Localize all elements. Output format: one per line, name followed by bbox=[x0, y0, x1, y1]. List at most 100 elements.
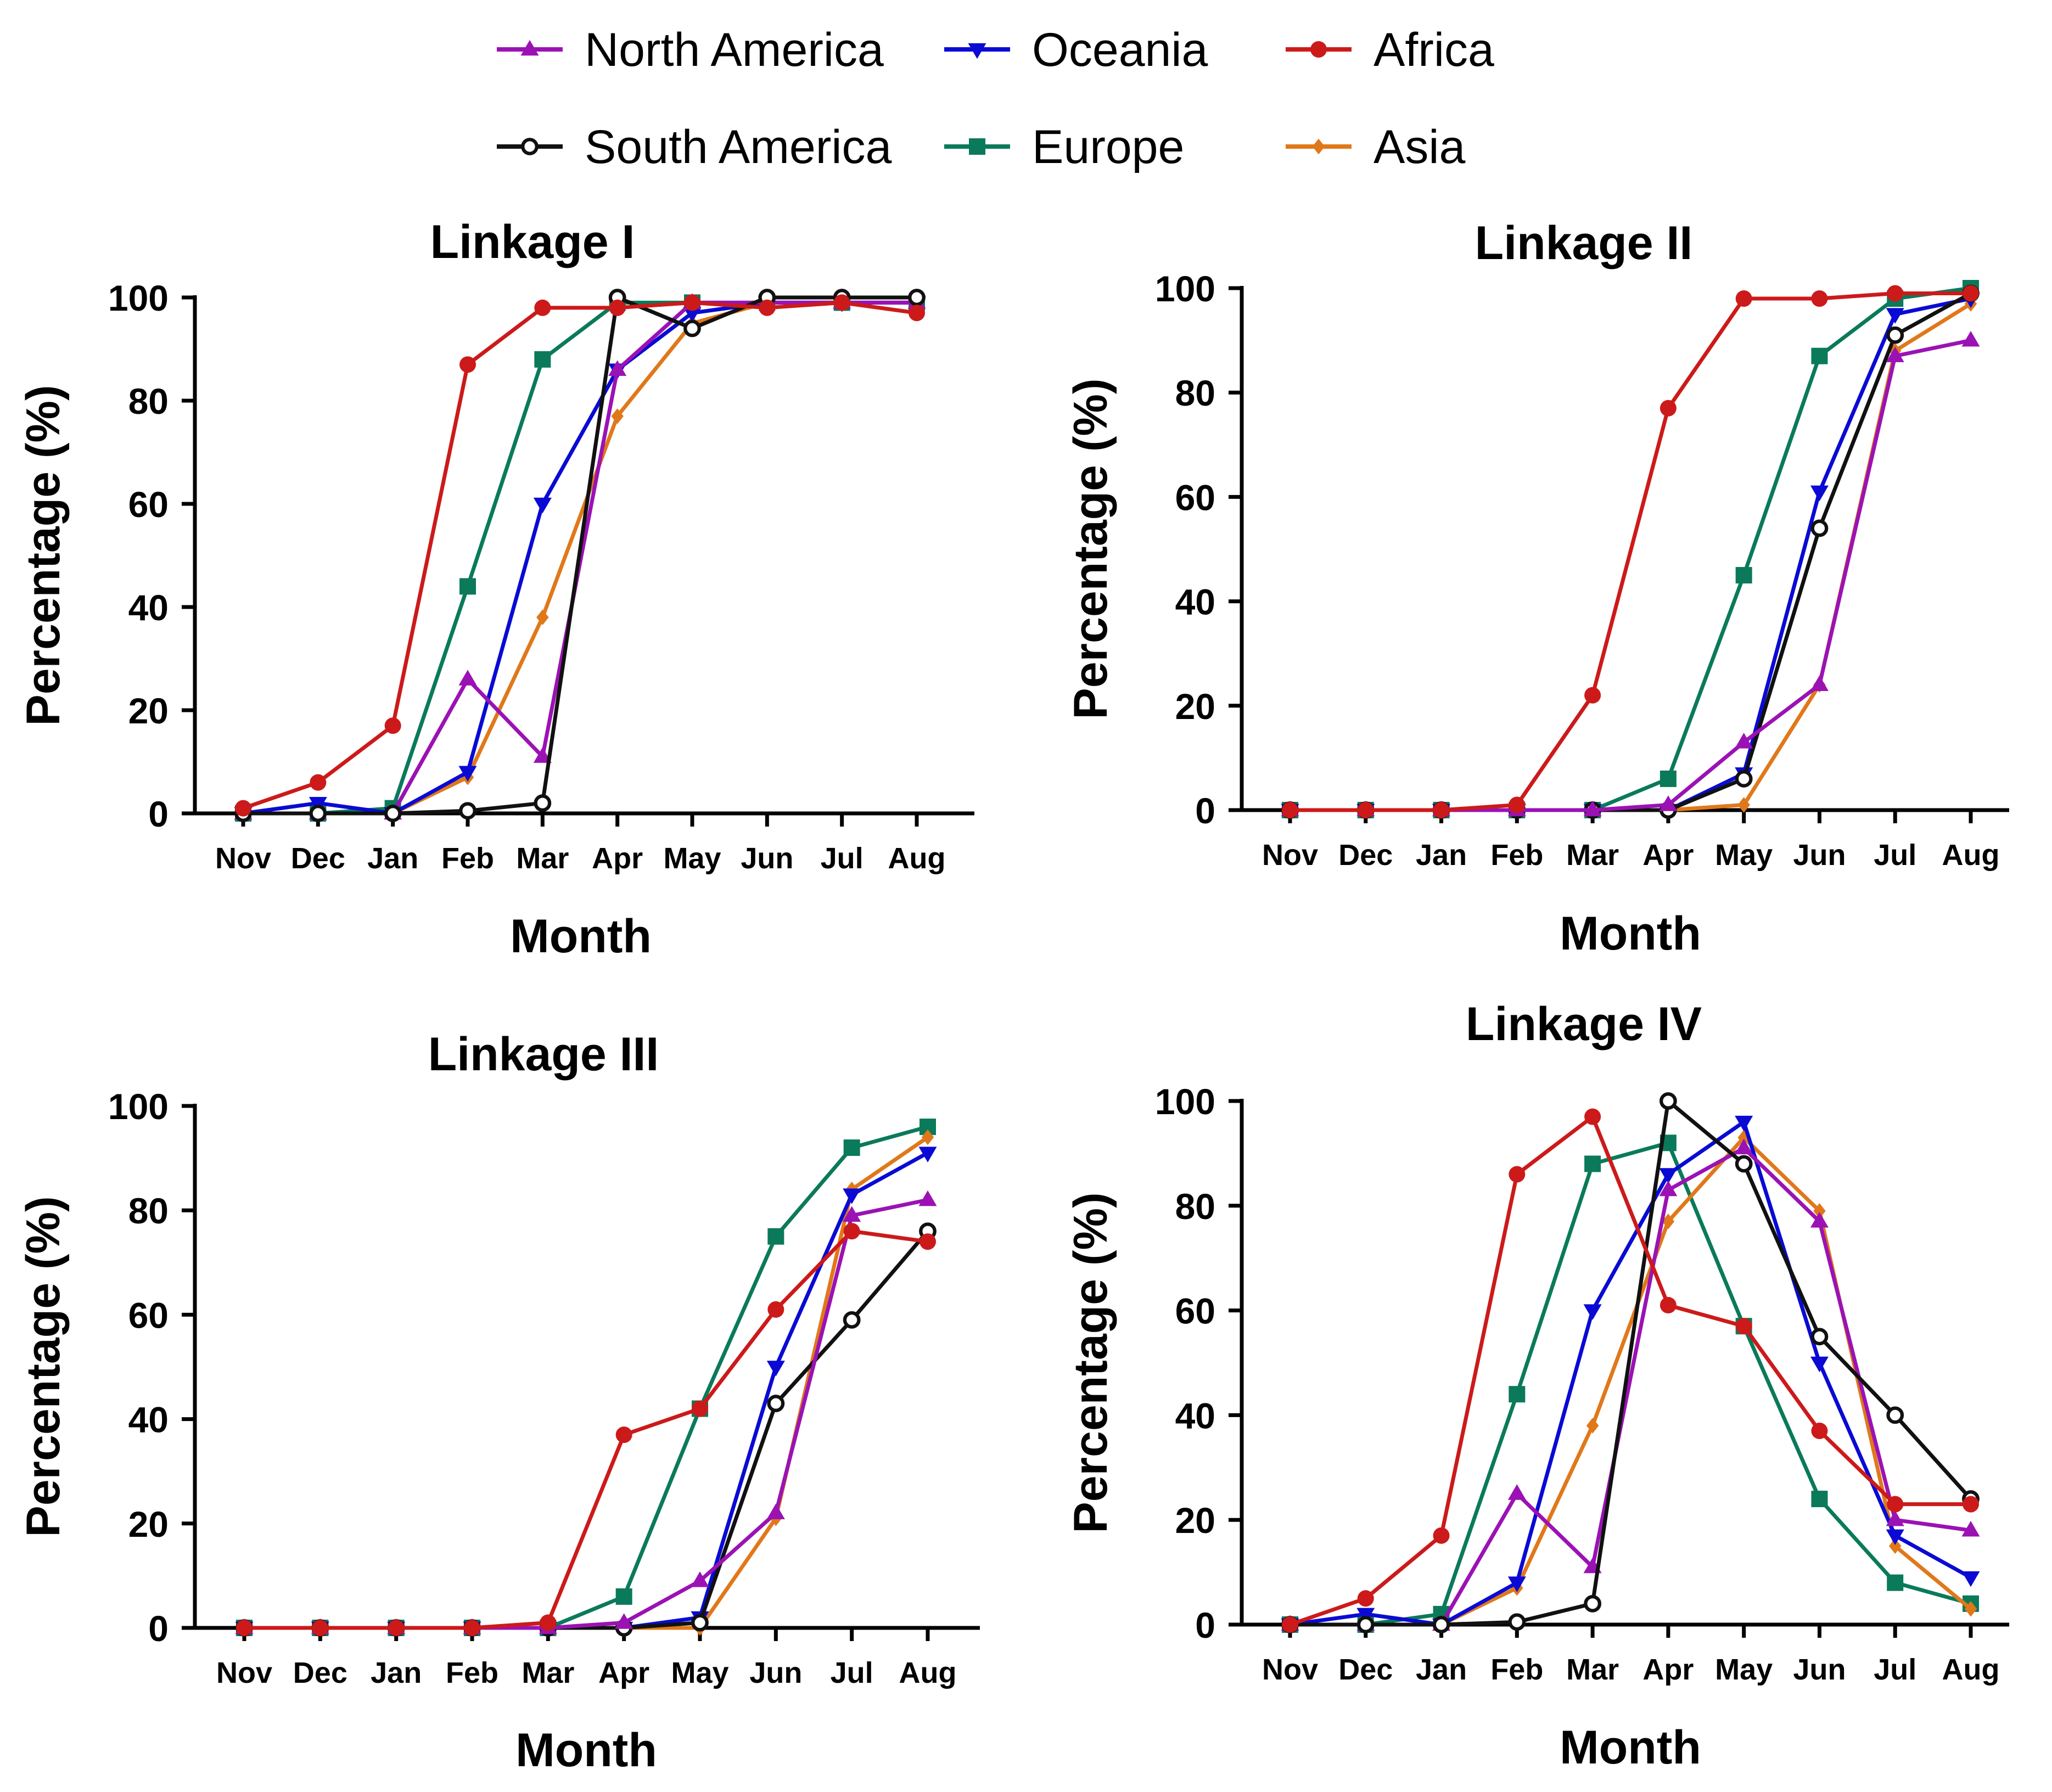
x-tick-label: Nov bbox=[215, 842, 271, 875]
x-tick-label: Jul bbox=[1874, 839, 1916, 872]
marker-south-america bbox=[767, 1395, 785, 1412]
marker-south-america bbox=[459, 802, 476, 820]
marker-south-america bbox=[1356, 1616, 1375, 1633]
marker-europe bbox=[615, 1588, 632, 1605]
marker-africa bbox=[692, 1400, 708, 1417]
marker-north-america bbox=[533, 747, 552, 763]
marker-north-america bbox=[691, 1571, 709, 1587]
y-tick-label: 40 bbox=[1175, 1395, 1215, 1436]
marker-south-america bbox=[1432, 1616, 1450, 1633]
y-axis-label: Percentage (%) bbox=[1064, 1192, 1117, 1533]
marker-north-america bbox=[1961, 1521, 1980, 1537]
marker-africa bbox=[1584, 687, 1601, 704]
marker-africa bbox=[767, 1301, 784, 1318]
marker-africa bbox=[540, 1614, 557, 1631]
marker-asia bbox=[1662, 1214, 1675, 1229]
marker-africa bbox=[1433, 1527, 1450, 1544]
y-tick-label: 40 bbox=[128, 1400, 169, 1440]
y-tick-label: 0 bbox=[1195, 1605, 1215, 1645]
marker-africa bbox=[1963, 1496, 1979, 1513]
series-line-africa bbox=[242, 300, 917, 810]
x-tick-label: Apr bbox=[1642, 1653, 1694, 1686]
marker-oceania bbox=[1507, 1576, 1526, 1592]
x-axis-label: Month bbox=[1560, 907, 1701, 960]
panel-linkage-iii: Linkage III 0 20 40 60 80 100 Nov Dec Jan Feb Mar Ap… bbox=[17, 1028, 980, 1777]
marker-north-america bbox=[1961, 330, 1980, 347]
panel-linkage-iv: Linkage IV 0 20 40 60 80 100 Nov Dec Jan Feb Mar Apr… bbox=[1064, 998, 2009, 1774]
marker-legend-oceania bbox=[968, 43, 986, 59]
y-tick-label: 80 bbox=[1175, 1186, 1215, 1227]
marker-europe bbox=[1735, 567, 1752, 584]
marker-africa bbox=[1433, 802, 1450, 818]
x-tick-label: Feb bbox=[441, 842, 494, 875]
series-africa bbox=[1282, 285, 1979, 818]
marker-europe bbox=[1584, 1155, 1601, 1172]
series-asia bbox=[238, 1129, 934, 1636]
marker-legend-north-america bbox=[520, 40, 539, 56]
marker-africa bbox=[1282, 1616, 1298, 1633]
marker-africa bbox=[534, 299, 551, 316]
marker-south-america bbox=[1810, 519, 1829, 537]
marker-south-america bbox=[1508, 1613, 1526, 1631]
marker-south-america bbox=[1886, 326, 1904, 344]
marker-north-america bbox=[1735, 1138, 1753, 1155]
series-line-africa bbox=[1289, 1115, 1971, 1627]
marker-africa bbox=[1282, 802, 1298, 818]
x-tick-label: Jul bbox=[821, 842, 864, 875]
panel-title: Linkage IV bbox=[1466, 998, 1702, 1051]
y-tick-label: 0 bbox=[1195, 790, 1215, 831]
marker-africa bbox=[310, 774, 327, 791]
series-line-oceania bbox=[1289, 1120, 1972, 1627]
marker-north-america bbox=[458, 670, 477, 686]
legend-label-north-america: North America bbox=[585, 24, 884, 76]
series-line-oceania bbox=[244, 1151, 929, 1630]
y-tick-label: 0 bbox=[148, 794, 169, 834]
marker-oceania bbox=[1961, 1571, 1980, 1587]
x-tick-label: Aug bbox=[1942, 1653, 2000, 1686]
marker-north-america bbox=[1886, 346, 1904, 362]
y-tick-label: 40 bbox=[128, 587, 169, 628]
x-tick-label: Jul bbox=[1874, 1653, 1916, 1686]
marker-africa bbox=[684, 294, 700, 311]
marker-north-america bbox=[608, 360, 627, 376]
series-line-africa bbox=[1290, 291, 1971, 812]
marker-africa bbox=[909, 305, 925, 322]
series-line-south-america bbox=[1290, 1099, 1972, 1627]
y-tick-label: 80 bbox=[1175, 373, 1215, 413]
y-tick-label: 100 bbox=[1155, 268, 1215, 309]
marker-legend-asia bbox=[1312, 138, 1325, 155]
legend-item-europe: Europe bbox=[944, 121, 1184, 173]
marker-africa bbox=[759, 299, 776, 316]
y-axis-label: Percentage (%) bbox=[1064, 378, 1117, 719]
x-axis-label: Month bbox=[510, 910, 652, 963]
marker-oceania bbox=[533, 497, 552, 514]
marker-africa bbox=[609, 299, 626, 316]
x-tick-label: Mar bbox=[522, 1656, 574, 1689]
marker-oceania bbox=[1886, 308, 1904, 324]
x-tick-label: Mar bbox=[1566, 1653, 1619, 1686]
y-tick-label: 60 bbox=[128, 484, 169, 525]
panel-linkage-ii: Linkage II 0 20 40 60 80 100 Nov Dec Jan Feb Mar Apr… bbox=[1064, 217, 2009, 960]
x-tick-label: Jul bbox=[831, 1656, 873, 1689]
marker-north-america bbox=[1659, 795, 1678, 811]
marker-europe bbox=[459, 578, 476, 595]
marker-africa bbox=[1509, 796, 1526, 813]
x-tick-label: Apr bbox=[598, 1656, 649, 1689]
marker-africa bbox=[236, 1620, 253, 1636]
marker-africa bbox=[1963, 285, 1979, 302]
legend-item-asia: Asia bbox=[1286, 121, 1465, 173]
marker-asia bbox=[1964, 1601, 1977, 1617]
marker-asia bbox=[921, 1129, 934, 1145]
marker-africa bbox=[1357, 1590, 1374, 1607]
marker-oceania bbox=[1810, 1356, 1829, 1373]
x-tick-label: Dec bbox=[1338, 839, 1393, 872]
marker-oceania bbox=[1583, 1304, 1602, 1320]
marker-south-america bbox=[1584, 1594, 1602, 1613]
marker-africa bbox=[1659, 400, 1677, 417]
marker-africa bbox=[1811, 290, 1828, 307]
series-north-america bbox=[235, 1190, 937, 1634]
y-axis-label: Percentage (%) bbox=[17, 385, 70, 726]
x-tick-label: Dec bbox=[291, 842, 345, 875]
y-tick-label: 60 bbox=[1175, 477, 1215, 518]
marker-north-america bbox=[1810, 1212, 1829, 1228]
